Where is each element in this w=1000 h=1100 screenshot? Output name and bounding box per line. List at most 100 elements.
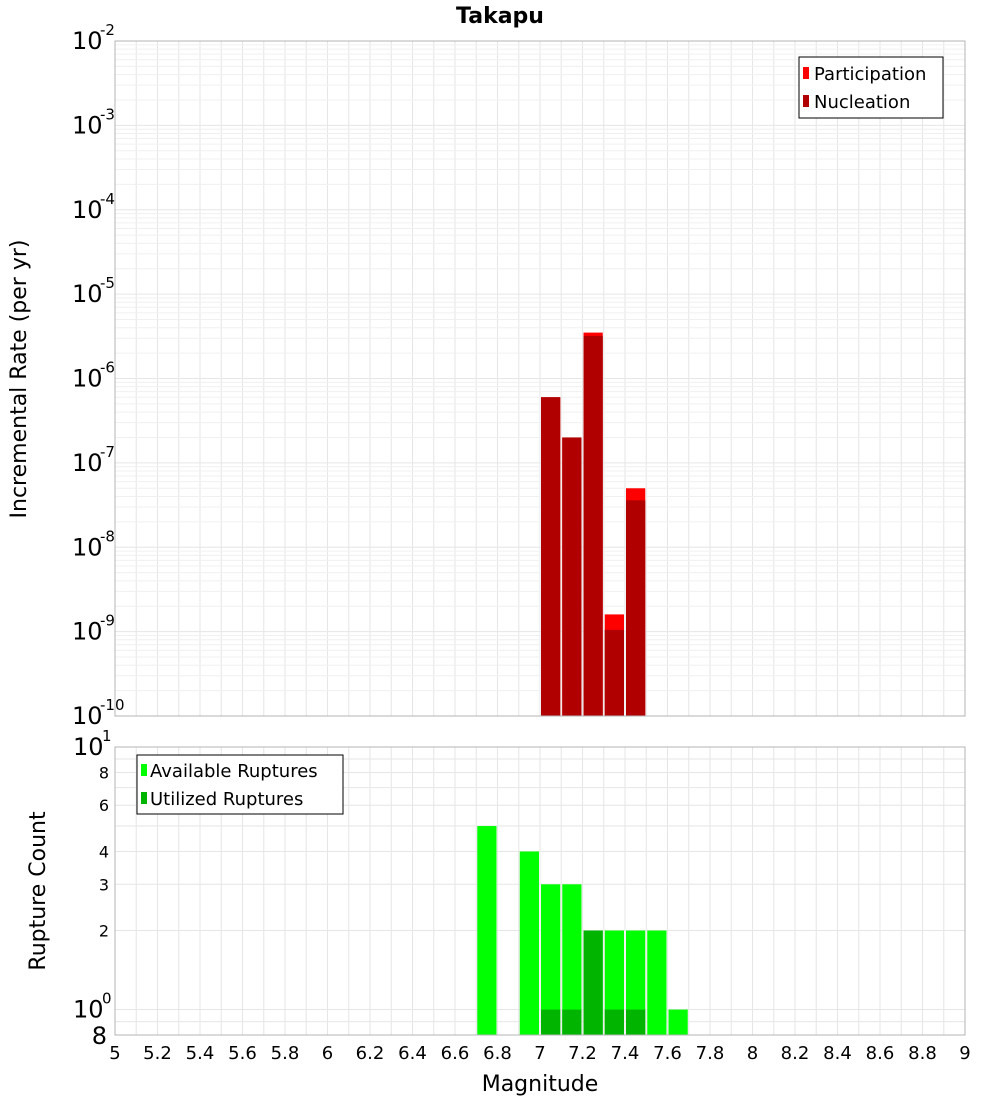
- top-y-axis-label: Incremental Rate (per yr): [7, 240, 32, 519]
- x-tick-label: 5.2: [143, 1043, 172, 1064]
- x-tick-label: 5.4: [186, 1043, 215, 1064]
- x-tick-label: 6: [322, 1043, 333, 1064]
- bottom-plot-frame: [114, 746, 966, 1036]
- nucleation-bar: [562, 437, 582, 716]
- top-y-tick-label: 10-7: [72, 443, 115, 477]
- bottom-plot-bars: [477, 826, 688, 1035]
- bottom-y-tick-label: 8: [92, 1022, 107, 1050]
- top-y-tick-exponent: -5: [100, 274, 115, 292]
- top-y-tick-base: 10: [72, 365, 103, 393]
- top-y-tick-label: 10-6: [72, 359, 115, 393]
- top-legend: Participation Nucleation: [798, 56, 944, 119]
- legend-swatch-nucleation: [803, 95, 809, 107]
- nucleation-bar: [604, 629, 624, 716]
- utilized-ruptures-bar: [626, 1009, 646, 1035]
- x-ticks: 5 5.2 5.4 5.6 5.8 6 6.2 6.4 6.6 6.8 7 7.2 7.4 7.6 7.8 8…: [109, 1043, 970, 1064]
- nucleation-bar: [583, 335, 603, 716]
- bottom-y-tick-exponent: 1: [102, 727, 112, 745]
- x-tick-label: 8.2: [781, 1043, 810, 1064]
- legend-label-nucleation: Nucleation: [814, 92, 910, 113]
- top-plot-bars: [541, 332, 646, 716]
- x-tick-label: 8.6: [866, 1043, 895, 1064]
- top-y-tick-exponent: -10: [100, 696, 125, 714]
- x-tick-label: 8: [747, 1043, 758, 1064]
- bottom-y-tick-exponent: 0: [102, 990, 112, 1008]
- bottom-y-tick-base: 10: [73, 733, 104, 761]
- x-tick-label: 5: [109, 1043, 120, 1064]
- top-y-tick-exponent: -4: [100, 190, 115, 208]
- top-plot-grid: [114, 41, 966, 717]
- bottom-y-tick-label: 3: [99, 875, 109, 894]
- bottom-y-tick-label: 101: [73, 727, 112, 761]
- top-plot-frame: [114, 40, 966, 717]
- top-legend-box: [798, 56, 944, 119]
- x-tick-label: 6.6: [441, 1043, 470, 1064]
- top-y-tick-label: 10-4: [72, 190, 115, 224]
- top-y-tick-label: 10-2: [72, 21, 115, 55]
- available-ruptures-bar: [647, 930, 667, 1035]
- available-ruptures-bar: [519, 851, 539, 1035]
- bottom-y-tick-label: 4: [99, 842, 109, 861]
- top-y-tick-exponent: -2: [100, 21, 115, 39]
- utilized-ruptures-bar: [604, 1009, 624, 1035]
- top-y-tick-base: 10: [72, 280, 103, 308]
- top-y-tick-exponent: -9: [100, 612, 115, 630]
- utilized-ruptures-bar: [562, 1009, 582, 1035]
- x-axis-label: Magnitude: [482, 1072, 599, 1097]
- available-ruptures-bar: [541, 884, 561, 1035]
- top-y-tick-base: 10: [72, 196, 103, 224]
- bottom-y-tick-label: 100: [73, 990, 112, 1024]
- top-y-tick-label: 10-10: [72, 696, 125, 730]
- top-y-tick-base: 10: [72, 111, 103, 139]
- top-y-tick-label: 10-9: [72, 612, 115, 646]
- x-tick-label: 6.8: [483, 1043, 512, 1064]
- x-tick-label: 7.6: [653, 1043, 682, 1064]
- available-ruptures-bar: [626, 930, 646, 1035]
- bottom-legend-box: [136, 754, 344, 815]
- legend-swatch-participation: [803, 67, 809, 79]
- top-y-tick-base: 10: [72, 449, 103, 477]
- top-y-tick-base: 10: [72, 27, 103, 55]
- bottom-y-tick-base: 10: [73, 996, 104, 1024]
- legend-label-available-ruptures: Available Ruptures: [150, 761, 318, 782]
- top-y-tick-base: 10: [72, 702, 103, 730]
- bottom-y-tick-label: 8: [99, 763, 109, 782]
- x-tick-label: 7.4: [611, 1043, 640, 1064]
- utilized-ruptures-bar: [541, 1009, 561, 1035]
- chart-title: Takapu: [456, 4, 544, 29]
- legend-swatch-available-ruptures: [141, 764, 147, 776]
- top-y-tick-exponent: -3: [100, 105, 115, 123]
- top-y-tick-base: 10: [72, 618, 103, 646]
- top-y-tick-exponent: -7: [100, 443, 115, 461]
- nucleation-bar: [541, 397, 561, 716]
- available-ruptures-bar: [477, 826, 497, 1035]
- x-tick-label: 9: [959, 1043, 970, 1064]
- top-y-tick-exponent: -6: [100, 359, 115, 377]
- top-y-tick-exponent: -8: [100, 527, 115, 545]
- legend-label-utilized-ruptures: Utilized Ruptures: [150, 789, 303, 810]
- utilized-ruptures-bar: [583, 930, 603, 1035]
- x-tick-label: 7: [534, 1043, 545, 1064]
- x-tick-label: 8.4: [823, 1043, 852, 1064]
- x-tick-label: 6.4: [398, 1043, 427, 1064]
- x-tick-label: 7.2: [568, 1043, 597, 1064]
- top-y-tick-base: 10: [72, 533, 103, 561]
- top-y-tick-label: 10-8: [72, 527, 115, 561]
- bottom-y-tick-label: 6: [99, 796, 109, 815]
- bottom-legend: Available Ruptures Utilized Ruptures: [136, 754, 344, 815]
- bottom-plot-grid: [114, 746, 966, 1036]
- available-ruptures-bar: [668, 1009, 688, 1035]
- legend-label-participation: Participation: [814, 64, 926, 85]
- legend-swatch-utilized-ruptures: [141, 792, 147, 804]
- available-ruptures-bar: [562, 884, 582, 1035]
- top-y-tick-label: 10-3: [72, 105, 115, 139]
- x-tick-label: 8.8: [908, 1043, 937, 1064]
- nucleation-bar: [626, 500, 646, 716]
- x-tick-label: 6.2: [356, 1043, 385, 1064]
- x-tick-label: 5.8: [271, 1043, 300, 1064]
- x-tick-label: 7.8: [696, 1043, 725, 1064]
- x-tick-label: 5.6: [228, 1043, 257, 1064]
